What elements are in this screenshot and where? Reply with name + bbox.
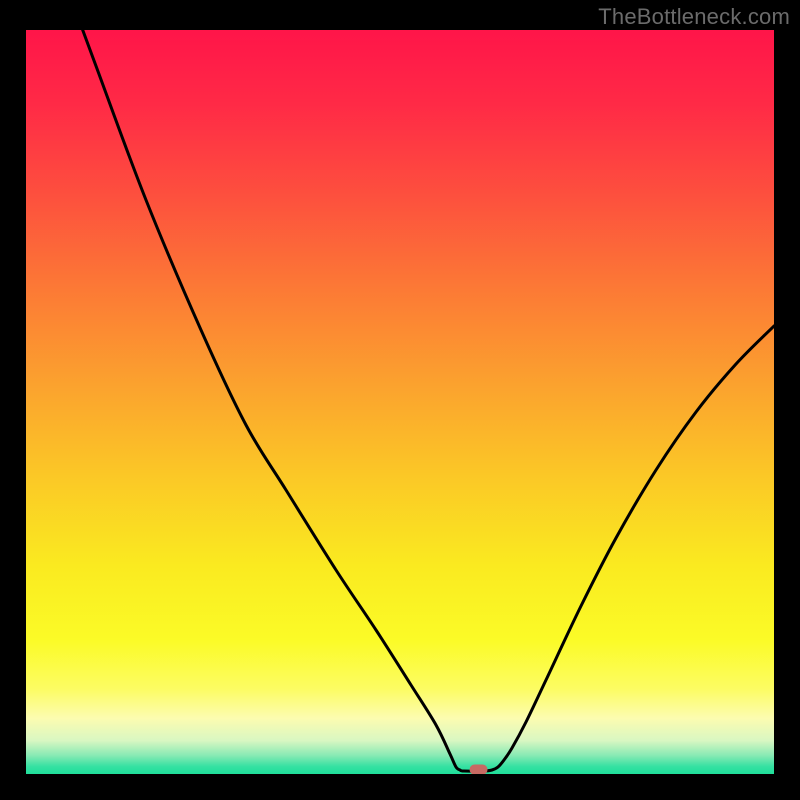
bottleneck-curve — [26, 30, 774, 774]
curve-path — [79, 30, 774, 771]
plot-area — [26, 30, 774, 774]
minimum-marker — [470, 765, 488, 774]
watermark-text: TheBottleneck.com — [598, 4, 790, 30]
